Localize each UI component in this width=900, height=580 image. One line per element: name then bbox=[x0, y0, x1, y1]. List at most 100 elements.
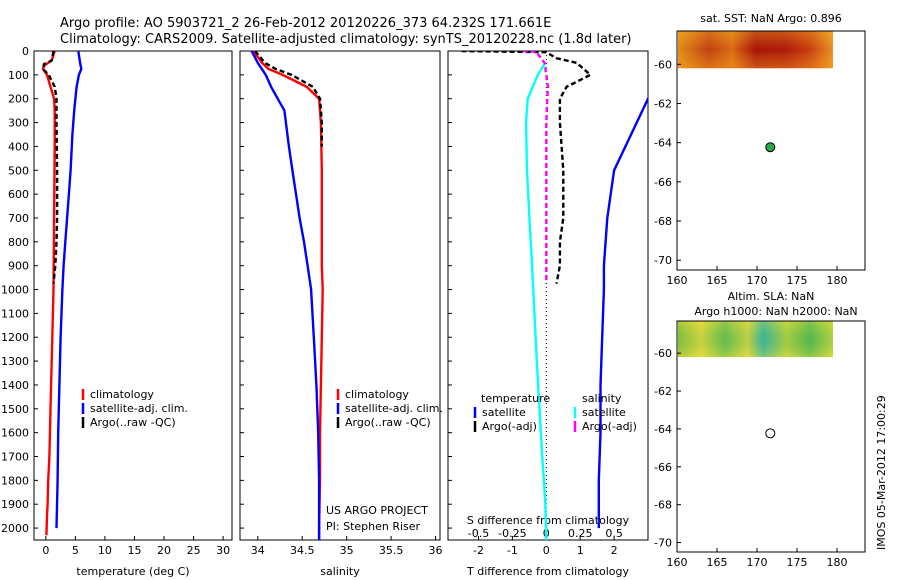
x-tick-label: 5 bbox=[72, 544, 79, 557]
series-line-difference-0 bbox=[597, 95, 648, 529]
series-line-temperature-1 bbox=[55, 50, 83, 529]
y-tick-label: 1400 bbox=[1, 379, 29, 392]
x-axis-label: salinity bbox=[320, 565, 360, 578]
map-frame bbox=[676, 320, 866, 553]
x-tick-label: 35.5 bbox=[379, 544, 404, 557]
x-tick-label: 30 bbox=[216, 544, 230, 557]
y-tick-label: 2000 bbox=[1, 522, 29, 535]
secondary-x-axis-label: S difference from climatology bbox=[467, 514, 630, 527]
sla-map-subtitle: Argo h1000: NaN h2000: NaN bbox=[694, 305, 857, 318]
map-field-shading bbox=[678, 31, 833, 69]
difference-plot-frame bbox=[447, 50, 649, 541]
y-tick-label: -62 bbox=[654, 97, 672, 110]
series-line-difference-2 bbox=[524, 62, 548, 540]
pi-annotation: PI: Stephen Riser bbox=[326, 520, 421, 533]
x-axis-label: temperature (deg C) bbox=[76, 565, 189, 578]
x-tick-label: 0 bbox=[42, 544, 49, 557]
y-tick-label: -64 bbox=[654, 137, 672, 150]
x-tick-label: 160 bbox=[667, 556, 688, 569]
series-line-salinity-0 bbox=[252, 50, 324, 540]
legend-entry: Argo(..raw -QC) bbox=[345, 416, 431, 429]
side-stamp: IMOS 05-Mar-2012 17:00:29 bbox=[875, 395, 888, 550]
y-tick-label: 0 bbox=[22, 45, 29, 58]
header-line-2: Climatology: CARS2009. Satellite-adjuste… bbox=[60, 32, 632, 47]
y-tick-label: 900 bbox=[8, 260, 29, 273]
secondary-x-tick-label: 0.25 bbox=[568, 527, 593, 540]
x-tick-label: 25 bbox=[187, 544, 201, 557]
y-tick-label: -60 bbox=[654, 58, 672, 71]
y-tick-label: 700 bbox=[8, 212, 29, 225]
map-frame bbox=[676, 30, 866, 271]
argo-float-marker bbox=[765, 142, 776, 153]
y-tick-label: -70 bbox=[654, 537, 672, 550]
x-tick-label: 165 bbox=[707, 274, 728, 287]
x-tick-label: 1 bbox=[577, 544, 584, 557]
x-tick-label: 36 bbox=[429, 544, 443, 557]
y-tick-label: 800 bbox=[8, 236, 29, 249]
y-tick-label: 1200 bbox=[1, 331, 29, 344]
x-tick-label: -1 bbox=[507, 544, 518, 557]
x-axis-label: T difference from climatology bbox=[466, 565, 629, 578]
x-tick-label: 160 bbox=[667, 274, 688, 287]
x-tick-label: -2 bbox=[473, 544, 484, 557]
x-tick-label: 10 bbox=[98, 544, 112, 557]
x-tick-label: 34 bbox=[251, 544, 265, 557]
legend-entry: satellite bbox=[582, 406, 626, 419]
x-tick-label: 34.5 bbox=[290, 544, 315, 557]
sla-map-title: Altim. SLA: NaN bbox=[728, 290, 815, 303]
header-line-1: Argo profile: AO 5903721_2 26-Feb-2012 2… bbox=[60, 16, 551, 31]
legend-entry: satellite bbox=[482, 406, 526, 419]
y-tick-label: 200 bbox=[8, 93, 29, 106]
x-tick-label: 175 bbox=[787, 556, 808, 569]
salinity-plot-frame bbox=[239, 50, 441, 541]
legend-entry: Argo(..raw -QC) bbox=[90, 416, 176, 429]
y-tick-label: 100 bbox=[8, 69, 29, 82]
sst-map-title: sat. SST: NaN Argo: 0.896 bbox=[700, 12, 841, 25]
y-tick-label: -70 bbox=[654, 254, 672, 267]
y-tick-label: 1100 bbox=[1, 307, 29, 320]
y-tick-label: -68 bbox=[654, 499, 672, 512]
x-tick-label: 0 bbox=[543, 544, 550, 557]
map-field-shading bbox=[678, 321, 833, 357]
y-tick-label: 1500 bbox=[1, 403, 29, 416]
y-tick-label: -64 bbox=[654, 423, 672, 436]
legend-entry: Argo(-adj) bbox=[482, 420, 537, 433]
x-tick-label: 165 bbox=[707, 556, 728, 569]
legend-entry: climatology bbox=[90, 388, 154, 401]
x-tick-label: 15 bbox=[127, 544, 141, 557]
y-tick-label: 1700 bbox=[1, 451, 29, 464]
x-tick-label: 35 bbox=[340, 544, 354, 557]
x-tick-label: 180 bbox=[827, 556, 848, 569]
y-tick-label: 400 bbox=[8, 140, 29, 153]
x-tick-label: 170 bbox=[747, 274, 768, 287]
x-tick-label: 180 bbox=[827, 274, 848, 287]
y-tick-label: 1900 bbox=[1, 498, 29, 511]
y-tick-label: -68 bbox=[654, 215, 672, 228]
y-tick-label: -66 bbox=[654, 461, 672, 474]
y-tick-label: -66 bbox=[654, 176, 672, 189]
y-tick-label: 1800 bbox=[1, 474, 29, 487]
argo-float-marker bbox=[765, 428, 776, 439]
secondary-x-tick-label: -0.5 bbox=[468, 527, 489, 540]
y-tick-label: 1600 bbox=[1, 427, 29, 440]
legend-title-salinity: salinity bbox=[582, 392, 622, 405]
y-tick-label: -62 bbox=[654, 385, 672, 398]
series-line-salinity-1 bbox=[250, 50, 321, 540]
y-tick-label: 1300 bbox=[1, 355, 29, 368]
legend-entry: climatology bbox=[345, 388, 409, 401]
y-tick-label: 600 bbox=[8, 188, 29, 201]
secondary-x-tick-label: -0.25 bbox=[498, 527, 526, 540]
project-annotation: US ARGO PROJECT bbox=[326, 504, 428, 517]
y-tick-label: 500 bbox=[8, 164, 29, 177]
temperature-plot-frame bbox=[33, 50, 233, 541]
x-tick-label: 170 bbox=[747, 556, 768, 569]
series-line-salinity-2 bbox=[254, 50, 323, 147]
series-line-difference-1 bbox=[461, 51, 593, 284]
x-tick-label: 20 bbox=[157, 544, 171, 557]
x-tick-label: 175 bbox=[787, 274, 808, 287]
series-line-temperature-2 bbox=[41, 50, 59, 284]
legend-entry: satellite-adj. clim. bbox=[345, 402, 443, 415]
x-tick-label: 2 bbox=[611, 544, 618, 557]
legend-title-temperature: temperature bbox=[481, 392, 550, 405]
